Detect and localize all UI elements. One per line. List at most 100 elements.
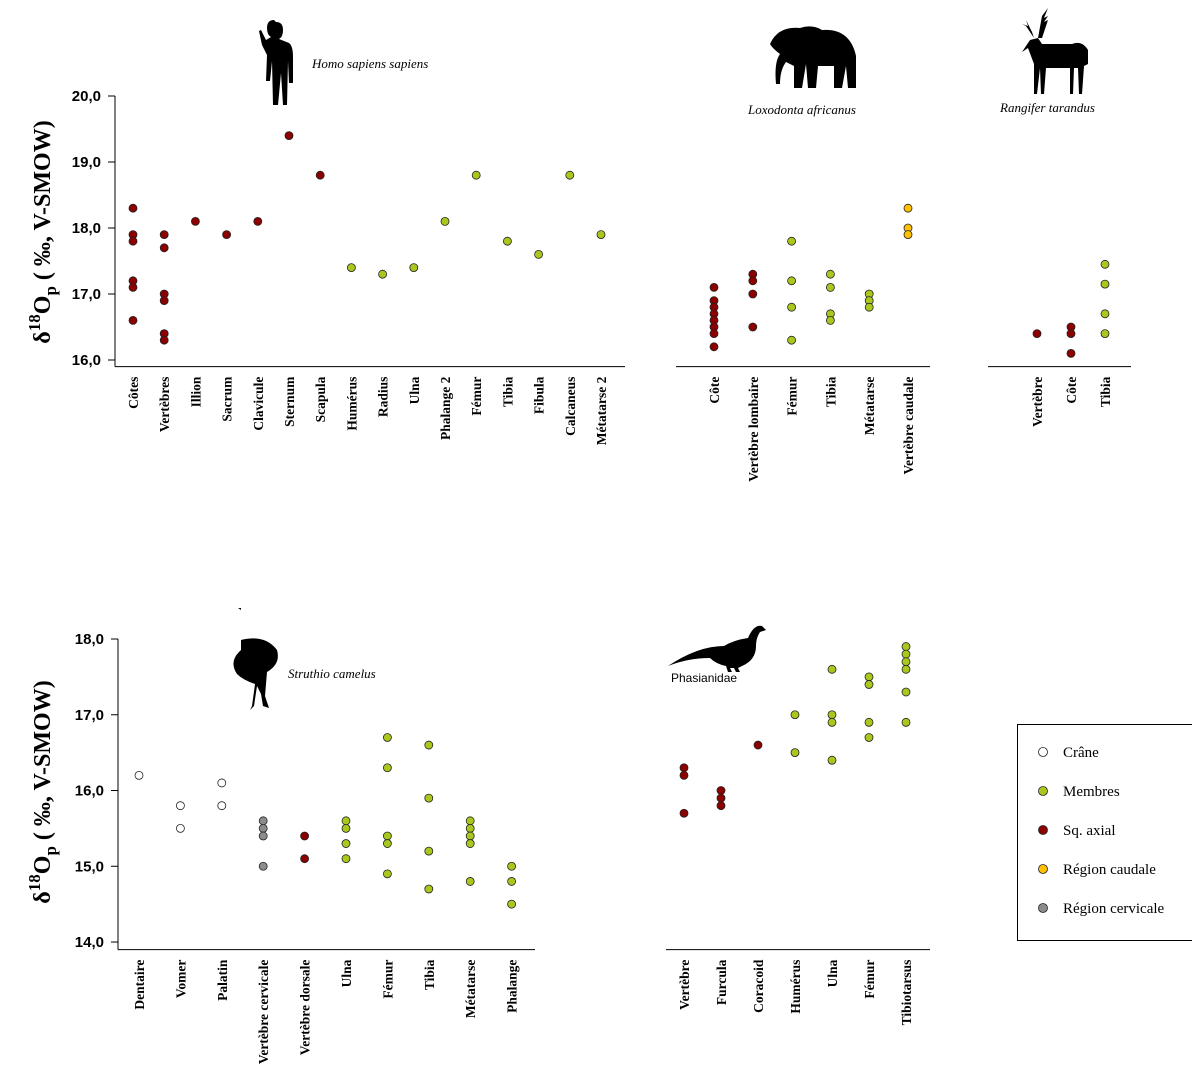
point (502, 236, 512, 246)
y-tick-label: 19,0 (72, 154, 101, 171)
point (901, 649, 911, 659)
point (300, 831, 310, 841)
point (748, 322, 758, 332)
x-tick-label: Phalange 2 (438, 376, 453, 440)
point (378, 269, 388, 279)
point (507, 861, 517, 871)
x-tick-label: Vertèbre dorsale (298, 960, 313, 1056)
panel-title: Loxodonta africanus (747, 102, 856, 117)
reindeer-silhouette (1022, 8, 1088, 94)
elephant-silhouette (770, 26, 856, 88)
legend-label: Sq. axial (1063, 823, 1116, 839)
point (709, 282, 719, 292)
point (1100, 329, 1110, 339)
x-tick-label: Radius (376, 377, 391, 418)
y-tick-label: 17,0 (72, 286, 101, 303)
x-tick-label: Tibia (1098, 376, 1113, 407)
point (787, 302, 796, 312)
y-tick-label: 17,0 (75, 707, 104, 724)
point (424, 884, 434, 894)
point (1100, 259, 1110, 269)
point (903, 203, 913, 213)
legend-marker (1038, 747, 1048, 757)
x-tick-label: Coracoid (751, 959, 766, 1013)
point (790, 710, 800, 720)
point (382, 763, 392, 773)
panel: Phasianidae Vertèbre Furcula Coracoid Huméru… (666, 642, 930, 1025)
y-tick-label: 18,0 (75, 631, 104, 648)
x-tick-label: Fémur (785, 377, 800, 416)
point (424, 793, 434, 803)
x-tick-label: Humérus (788, 960, 803, 1014)
point (901, 717, 911, 727)
x-tick-label: Phalange (505, 960, 520, 1013)
ostrich-silhouette (233, 608, 278, 710)
point (341, 839, 351, 848)
x-tick-label: Scapula (313, 376, 328, 422)
x-tick-label: Fémur (862, 960, 877, 999)
point (753, 740, 763, 750)
legend-marker (1038, 786, 1048, 796)
point (827, 710, 837, 720)
panel: Loxodonta africanus Côte Vertèbre lombaire… (676, 102, 930, 482)
point (826, 315, 835, 325)
point (159, 230, 169, 240)
x-tick-label: Vertèbre lombaire (746, 377, 761, 482)
x-tick-label: Vomer (173, 960, 188, 999)
point (901, 657, 911, 667)
point (217, 801, 227, 811)
x-tick-label: Fibula (532, 376, 547, 414)
point (300, 854, 310, 864)
point (716, 793, 726, 803)
point (790, 748, 800, 758)
point (1100, 279, 1110, 289)
legend-marker (1038, 903, 1048, 913)
point (901, 664, 911, 674)
legend-marker (1038, 825, 1048, 835)
y-axis-label: δ18Op ( ‰, V-SMOW) (25, 680, 60, 903)
panel: Struthio camelus δ18Op ( ‰, V-SMOW) 14,0 15… (25, 631, 535, 1064)
point (315, 170, 325, 180)
point (787, 335, 796, 345)
x-tick-label: Vertèbres (157, 377, 172, 432)
panel: Homo sapiens sapiens δ18Op ( ‰, V-SMOW) 16… (25, 56, 625, 445)
legend: Crâne Membres Sq. axial Région caudale Régio… (1017, 724, 1192, 941)
point (507, 877, 517, 886)
x-tick-label: Vertèbre caudale (901, 377, 916, 475)
y-tick-label: 16,0 (75, 783, 104, 800)
point (159, 296, 169, 306)
point (258, 816, 268, 826)
x-tick-label: Ulna (825, 959, 840, 987)
point (346, 263, 356, 273)
x-tick-label: Sacrum (220, 376, 235, 422)
point (382, 831, 392, 841)
y-axis-label-part: p (41, 286, 60, 295)
point (787, 236, 796, 246)
point (128, 282, 138, 292)
point (1066, 348, 1076, 358)
point (864, 733, 874, 742)
human-silhouette (259, 20, 293, 105)
point (534, 249, 543, 259)
point (901, 687, 911, 697)
point (222, 230, 232, 240)
x-tick-label: Ulna (407, 376, 422, 404)
point (465, 877, 475, 886)
y-axis-label: δ18Op ( ‰, V-SMOW) (25, 120, 60, 343)
point (826, 282, 835, 292)
silhouettes (233, 8, 1088, 710)
point (341, 854, 351, 864)
legend-label: Région caudale (1063, 862, 1156, 878)
x-tick-label: Vertèbre (1030, 377, 1045, 427)
point (827, 664, 837, 674)
x-tick-label: Métatarse (463, 960, 478, 1018)
x-tick-label: Furcula (714, 959, 729, 1005)
point (864, 302, 874, 312)
point (827, 717, 837, 727)
panel-title: Rangifer tarandus (999, 100, 1095, 115)
point (159, 335, 169, 345)
point (424, 740, 434, 750)
point (217, 778, 227, 788)
point (465, 831, 475, 841)
